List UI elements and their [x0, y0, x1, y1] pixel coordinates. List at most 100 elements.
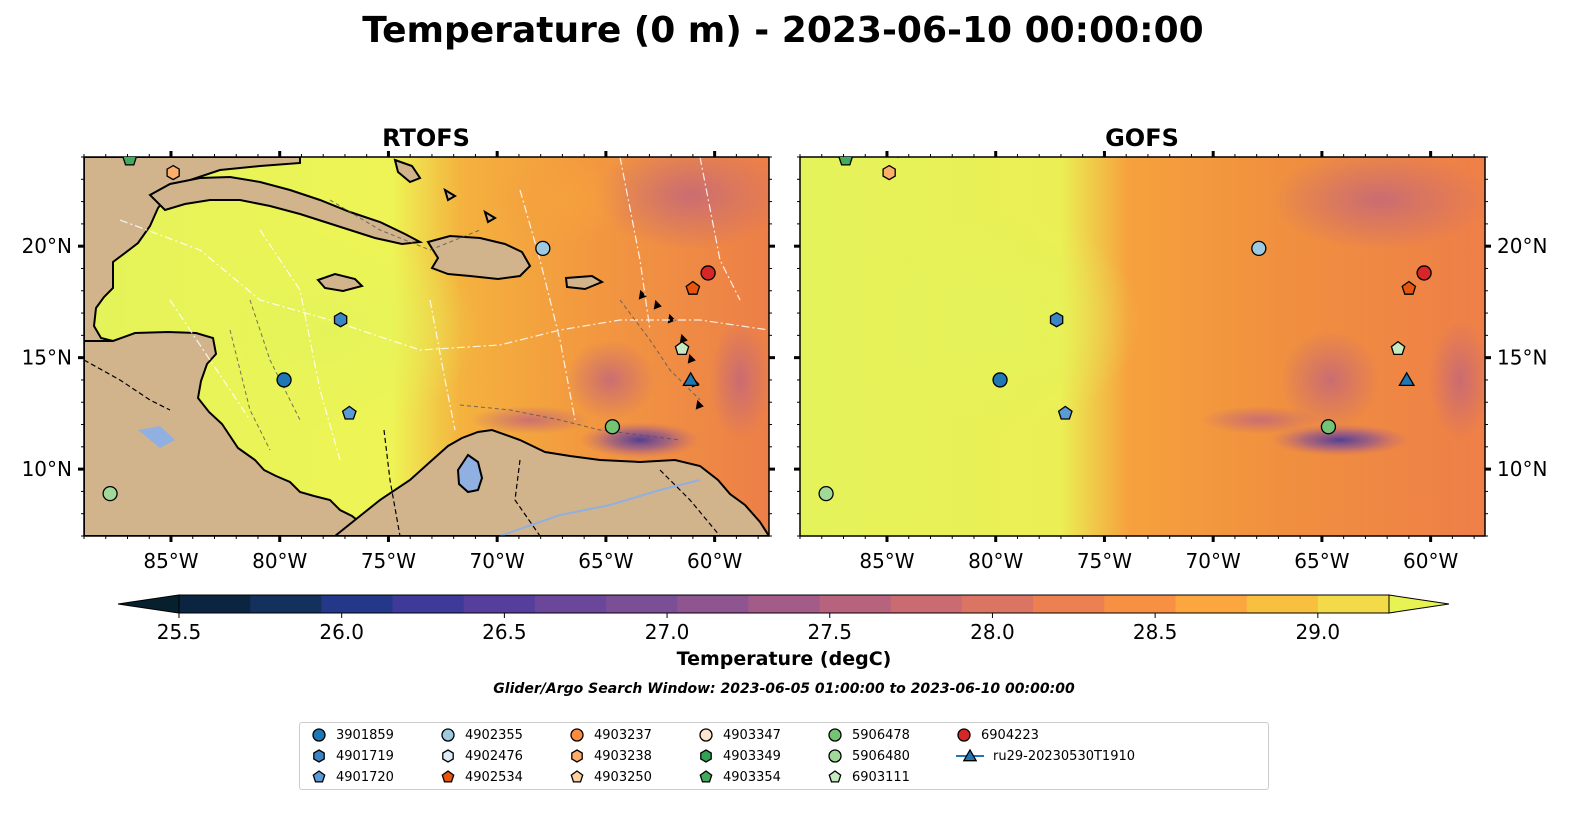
legend-label: 4902355 — [465, 727, 523, 743]
float-marker-4903354 — [122, 157, 138, 166]
colorbar-segment — [1104, 595, 1177, 613]
legend-item-4902534: 4902534 — [439, 767, 523, 787]
land-puerto-rico — [564, 274, 605, 291]
colorbar-tick-label: 28.0 — [970, 620, 1015, 644]
float-marker-5906478 — [604, 419, 621, 435]
lon-tick-label: 85°W — [859, 549, 914, 573]
legend-item-6903111: 6903111 — [826, 767, 910, 787]
legend-symbol-icon — [699, 728, 713, 742]
legend-label: 4903354 — [723, 769, 781, 785]
lat-tick-label: 20°N — [22, 234, 72, 258]
legend-item-3901859: 3901859 — [310, 725, 394, 745]
float-marker-4903347 — [1293, 139, 1307, 153]
colorbar-segment — [179, 595, 251, 613]
sea-surface-field — [800, 157, 1485, 536]
lon-tick-label: 65°W — [578, 549, 633, 573]
legend-marker — [313, 749, 325, 763]
legend-marker — [441, 728, 455, 742]
colorbar-segment — [321, 595, 394, 613]
legend-symbol-icon — [313, 749, 325, 763]
legend-symbol-icon — [828, 749, 842, 763]
land-central-america — [84, 330, 364, 536]
float-marker-4901720 — [1057, 405, 1073, 420]
colorbar-tick-label: 28.5 — [1133, 620, 1178, 644]
colorbar-tick-label: 25.5 — [157, 620, 202, 644]
land-south-america — [333, 428, 769, 536]
panel-gofs: GOFS 85°W 80°W 75°W — [794, 124, 1547, 573]
lon-tick-label: 60°W — [1403, 549, 1458, 573]
legend-marker — [312, 728, 326, 742]
lat-tick-label: 15°N — [22, 346, 72, 370]
float-markers-gofs — [818, 139, 1432, 502]
float-marker-4902355 — [1251, 240, 1267, 257]
float-marker-6904223 — [700, 265, 716, 281]
panel-title-rtofs: RTOFS — [382, 124, 470, 152]
float-marker-4902476 — [180, 157, 184, 159]
colorbar-segment — [961, 595, 1034, 613]
float-marker-4903238 — [166, 164, 180, 181]
legend-marker — [699, 770, 713, 783]
legend-marker — [962, 748, 978, 762]
legend-symbol-icon — [828, 770, 842, 783]
land-cuba — [148, 175, 424, 246]
legend-marker — [441, 770, 455, 783]
legend-label: 5906478 — [852, 727, 910, 743]
figure-title: Temperature (0 m) - 2023-06-10 00:00:00 — [362, 10, 1203, 51]
lake-maracaibo — [456, 453, 484, 494]
colorbar-segment — [1033, 595, 1105, 613]
legend-item-4901720: 4901720 — [310, 767, 394, 787]
legend-marker — [828, 749, 842, 763]
legend-item-4903238: 4903238 — [568, 746, 652, 766]
float-marker-4903354 — [838, 157, 854, 166]
colorbar-segment — [392, 595, 465, 613]
legend-label: 4903349 — [723, 748, 781, 764]
legend-item-5906480: 5906480 — [826, 746, 910, 766]
float-marker-6903111 — [1390, 340, 1406, 356]
legend-marker — [570, 770, 584, 783]
legend-label: 4902476 — [465, 748, 523, 764]
float-marker-4902534 — [685, 280, 701, 295]
bathymetry-contours — [229, 199, 701, 451]
colorbar-label: Temperature (degC) — [677, 648, 892, 670]
land-north-america — [84, 157, 301, 342]
float-marker-4902534 — [1401, 280, 1417, 295]
colorbar-tick-label: 27.5 — [807, 620, 852, 644]
legend-marker — [828, 728, 842, 742]
float-marker-4903250 — [1043, 141, 1056, 154]
legend-item-ru29-20230530T1910: ru29-20230530T1910 — [955, 746, 1135, 766]
float-marker-4901719 — [1049, 311, 1064, 328]
colorbar-segment — [534, 595, 607, 613]
land-bahamas — [393, 158, 497, 224]
float-marker-4903238 — [882, 164, 896, 181]
float-marker-4901719 — [333, 311, 348, 328]
axis-ticks-gofs: 85°W 80°W 75°W 70°W 65°W 60°W 20°N 15°N 10°N — [794, 151, 1547, 573]
legend-symbol-icon — [571, 749, 583, 763]
float-marker-ru29-20230530T1910 — [682, 371, 700, 387]
float-marker-5906480 — [818, 485, 834, 502]
legend-item-4903349: 4903349 — [697, 746, 781, 766]
colorbar-segment — [463, 595, 536, 613]
search-window-caption: Glider/Argo Search Window: 2023-06-05 01… — [493, 681, 1075, 697]
colorbar-segment — [1317, 595, 1390, 613]
colorbar-tick-label: 26.5 — [482, 620, 527, 644]
map-frame-rtofs — [83, 156, 770, 537]
colorbar-frame — [178, 594, 1390, 614]
colorbar-segment — [1175, 595, 1248, 613]
legend-item-4902355: 4902355 — [439, 725, 523, 745]
legend-symbol-icon — [570, 770, 584, 783]
legend-symbol-icon — [699, 770, 713, 783]
colorbar: 25.5 26.0 26.5 27.0 27.5 28.0 28.5 29.0 — [117, 594, 1450, 644]
legend-item-4901719: 4901719 — [310, 746, 394, 766]
colorbar-segment — [748, 595, 821, 613]
legend-label: 6904223 — [981, 727, 1039, 743]
panel-title-gofs: GOFS — [1105, 124, 1179, 152]
colorbar-segment — [677, 595, 750, 613]
float-marker-4903237 — [675, 141, 689, 155]
land-masses — [84, 157, 769, 536]
legend-item-4902476: 4902476 — [439, 746, 523, 766]
legend-symbol-icon — [700, 749, 712, 763]
legend-label: 4901719 — [336, 748, 394, 764]
legend-item-4903347: 4903347 — [697, 725, 781, 745]
legend-marker — [570, 728, 584, 742]
